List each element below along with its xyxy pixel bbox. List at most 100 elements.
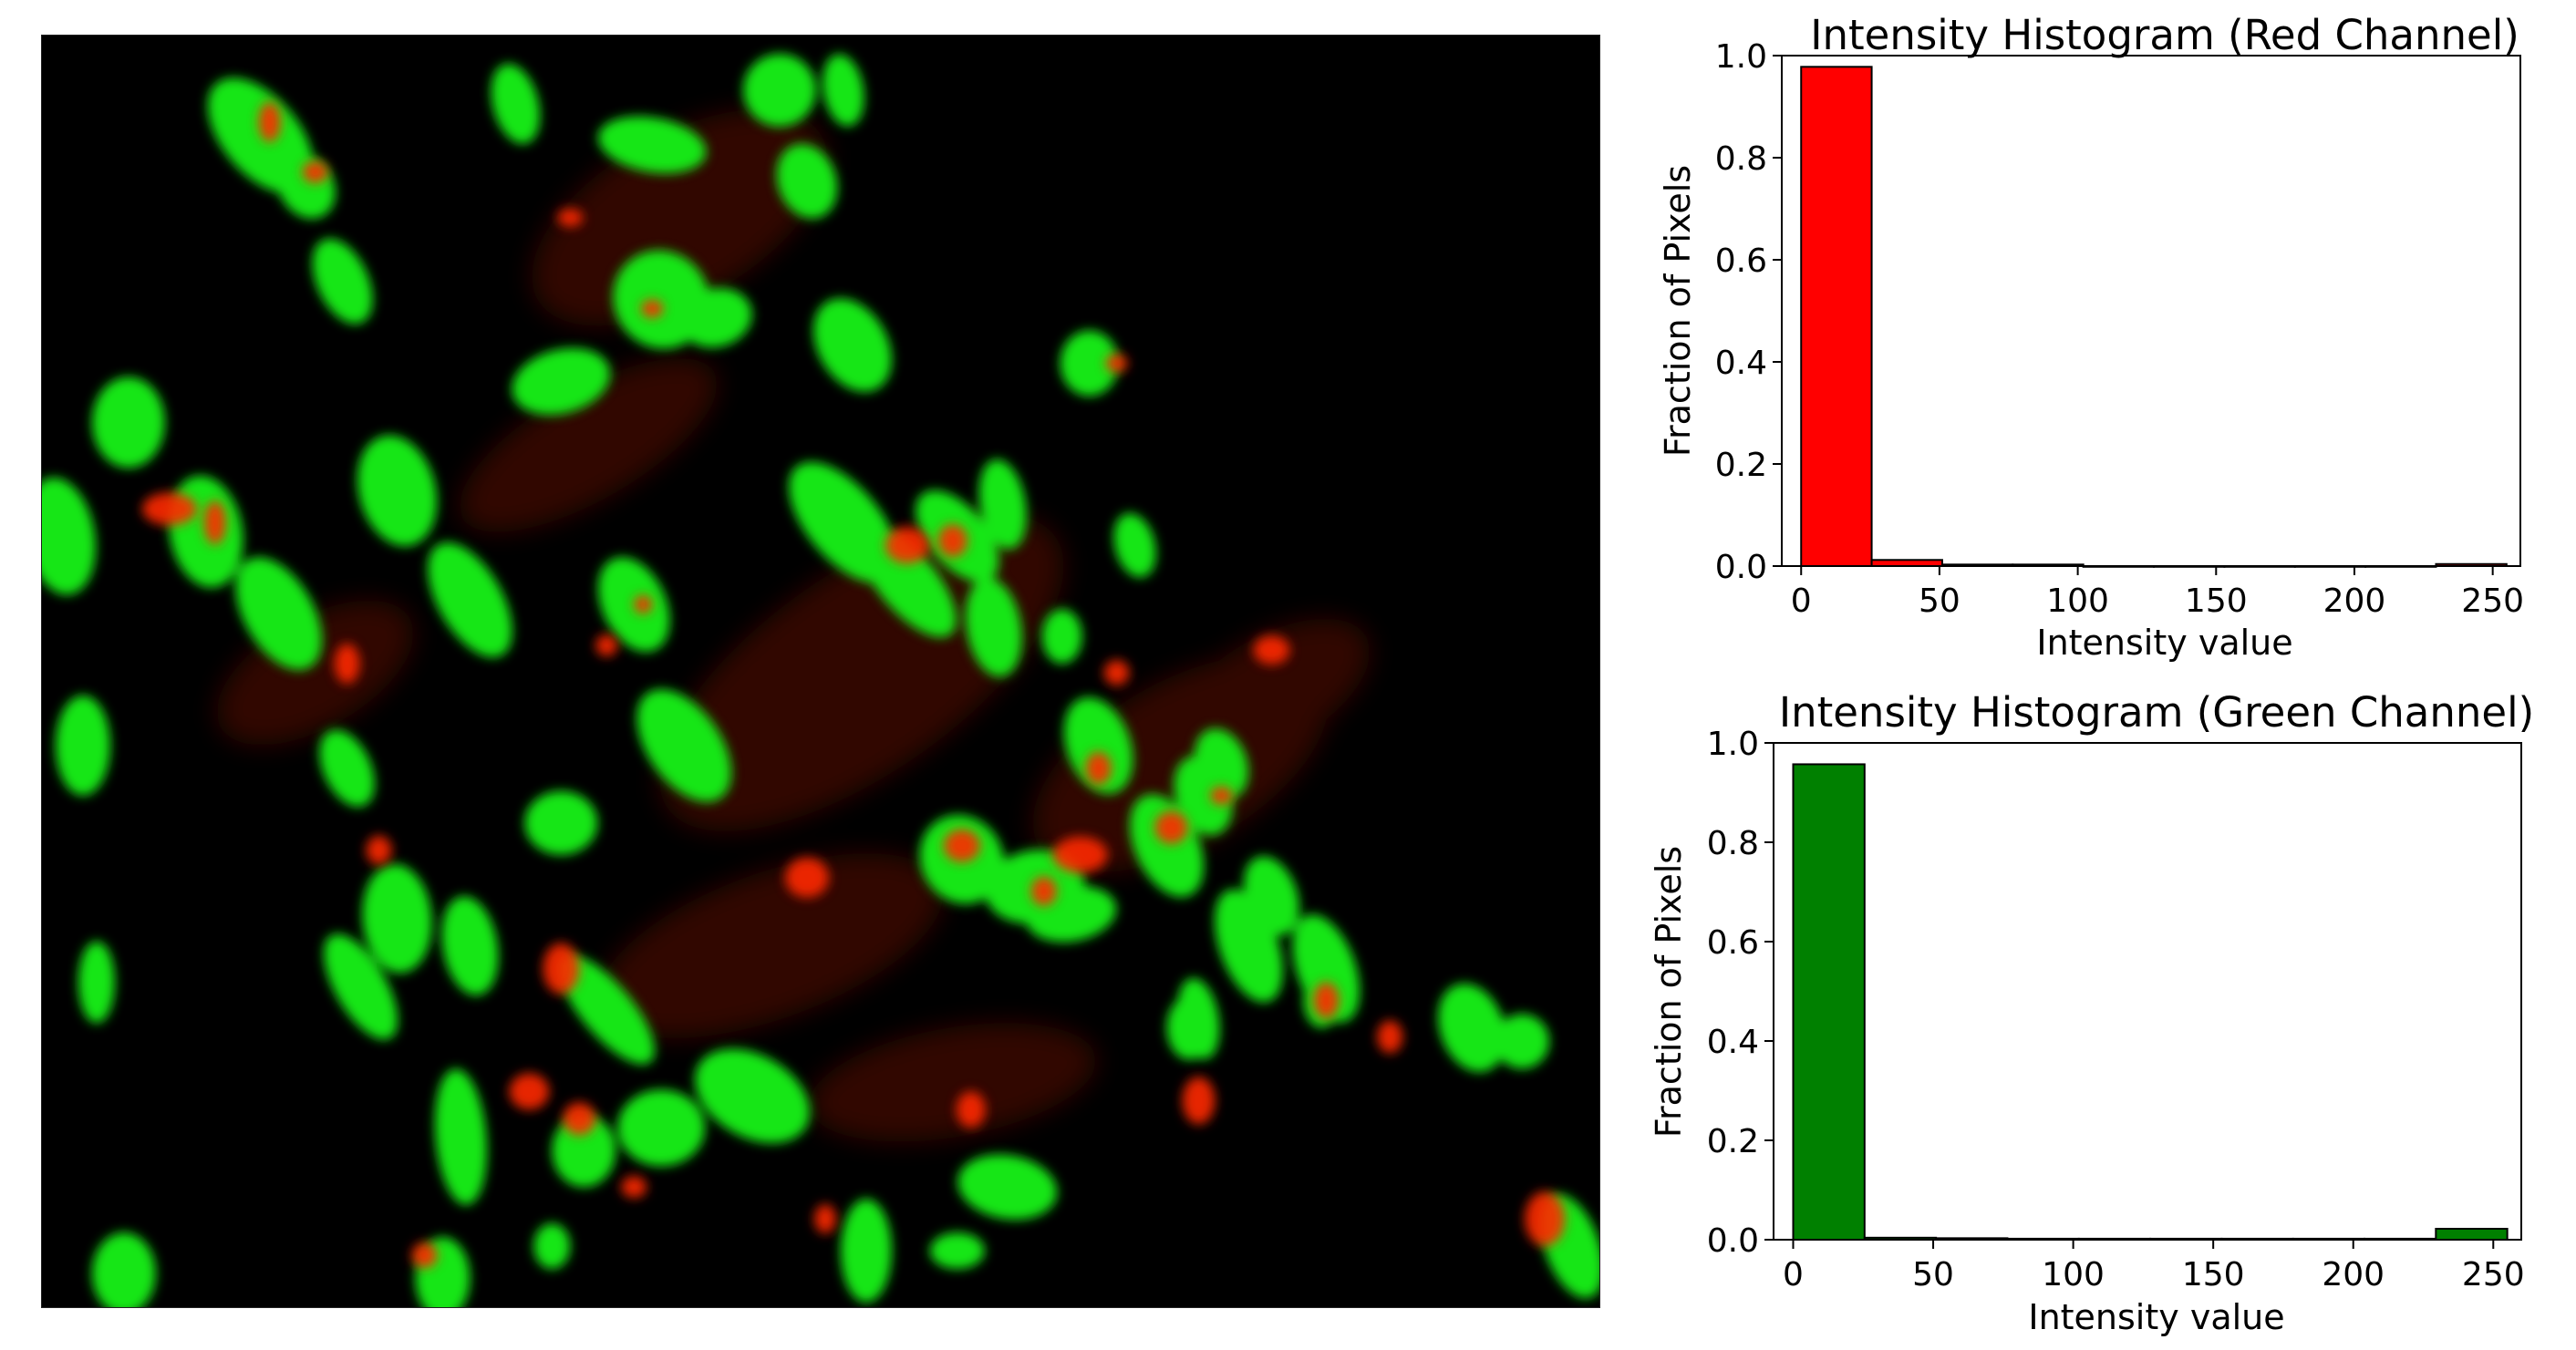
red-haze-6 — [809, 1023, 1097, 1142]
cell-blob-29 — [822, 54, 864, 127]
red-xtick-label-3: 150 — [2185, 582, 2248, 620]
cell-blob-2 — [312, 238, 373, 325]
cell-blob-27 — [512, 347, 611, 416]
x-axis-label-green: Intensity value — [2028, 1297, 2284, 1337]
red-spot-9 — [1210, 786, 1233, 805]
red-xtick-label-1: 50 — [1919, 582, 1960, 620]
red-ytick-label-2: 0.4 — [1715, 345, 1767, 382]
red-spot-8 — [1085, 751, 1112, 785]
red-spot-0 — [258, 101, 281, 142]
red-bar-0 — [1800, 66, 1873, 567]
red-spot-20 — [1182, 1077, 1216, 1125]
cell-blob-26 — [679, 288, 752, 348]
red-spot-28 — [203, 500, 226, 545]
cell-blob-59 — [1243, 856, 1299, 935]
green-histogram-bars — [1792, 763, 2509, 1242]
cell-blob-16 — [441, 896, 499, 995]
red-spot-17 — [563, 1102, 596, 1136]
cell-blob-35 — [965, 577, 1022, 677]
x-axis-label-red: Intensity value — [2036, 623, 2292, 663]
red-spot-23 — [814, 1204, 836, 1234]
red-ytick-label-1: 0.2 — [1715, 447, 1767, 484]
green-xtick-label-3: 150 — [2182, 1256, 2245, 1293]
cell-blob-24 — [597, 116, 707, 174]
green-xtick-label-2: 100 — [2042, 1256, 2105, 1293]
cell-blob-14 — [636, 689, 731, 802]
red-spot-18 — [785, 857, 829, 898]
y-axis-label-green: Fraction of Pixels — [1649, 846, 1689, 1138]
cell-blob-57 — [1194, 728, 1249, 799]
green-xtick-label-5: 250 — [2462, 1256, 2525, 1293]
red-haze-4 — [459, 358, 718, 532]
red-spot-27 — [366, 835, 392, 865]
red-ytick-label-0: 0.0 — [1715, 549, 1767, 586]
cell-blob-60 — [42, 477, 97, 595]
cell-blob-56 — [1063, 696, 1133, 794]
red-spot-24 — [411, 1242, 438, 1269]
chart-title-red: Intensity Histogram (Red Channel) — [1810, 11, 2519, 59]
red-spot-2 — [557, 208, 584, 227]
red-spot-22 — [1525, 1191, 1566, 1247]
green-ytick-label-5: 1.0 — [1707, 726, 1759, 763]
cell-blob-50 — [695, 1048, 811, 1143]
cell-blob-51 — [957, 1154, 1058, 1220]
plot-frame-green — [1773, 742, 2522, 1241]
green-ytick-label-3: 0.6 — [1707, 924, 1759, 962]
cell-blob-32 — [857, 526, 957, 638]
red-spot-25 — [595, 634, 618, 657]
red-xtick-label-4: 200 — [2323, 582, 2386, 620]
fluorescence-micrograph — [41, 35, 1600, 1308]
red-haze-5 — [1173, 618, 1371, 764]
cell-blob-11 — [91, 1232, 156, 1307]
cell-blob-52 — [929, 1232, 985, 1270]
cell-blob-18 — [434, 1068, 488, 1205]
green-bar-0 — [1792, 763, 1866, 1241]
red-spot-1 — [302, 160, 328, 183]
cell-blob-21 — [617, 1089, 706, 1167]
red-haze-7 — [216, 600, 414, 746]
red-xtick-label-2: 100 — [2046, 582, 2109, 620]
red-spot-26 — [1313, 982, 1340, 1019]
green-xtick-label-0: 0 — [1783, 1256, 1804, 1293]
cell-blob-20 — [533, 1223, 571, 1270]
cell-blob-47 — [1438, 984, 1506, 1072]
red-spot-30 — [1103, 660, 1130, 685]
red-histogram-bars — [1800, 66, 2508, 568]
red-bar-1 — [1870, 559, 1943, 568]
red-spot-32 — [621, 1176, 647, 1199]
red-spot-13 — [885, 527, 929, 564]
red-spot-4 — [1105, 354, 1128, 373]
red-xtick-label-0: 0 — [1791, 582, 1812, 620]
red-spot-31 — [1030, 876, 1057, 906]
red-ytick-label-3: 0.6 — [1715, 242, 1767, 280]
red-ytick-label-5: 1.0 — [1715, 38, 1767, 76]
red-spot-21 — [1377, 1020, 1403, 1054]
green-ytick-label-0: 0.0 — [1707, 1222, 1759, 1260]
red-haze-3 — [597, 853, 944, 1039]
cell-blob-55 — [1060, 330, 1119, 397]
cell-blob-61 — [91, 376, 165, 469]
red-spot-12 — [943, 829, 980, 862]
cell-blob-15 — [524, 790, 598, 855]
red-spot-3 — [641, 299, 664, 318]
plot-frame-red — [1781, 55, 2521, 567]
cell-blob-5 — [235, 557, 322, 670]
cell-blob-9 — [55, 695, 110, 796]
red-spot-15 — [543, 943, 580, 994]
green-ytick-label-4: 0.8 — [1707, 825, 1759, 862]
green-ytick-label-1: 0.2 — [1707, 1123, 1759, 1160]
cell-blob-23 — [491, 64, 541, 144]
cell-blob-7 — [362, 863, 432, 974]
red-xtick-label-5: 250 — [2461, 582, 2524, 620]
cell-blob-58 — [1166, 995, 1213, 1060]
cell-blob-17 — [552, 1114, 616, 1188]
y-axis-label-red: Fraction of Pixels — [1658, 165, 1698, 457]
cell-blob-28 — [743, 53, 817, 127]
cell-blob-37 — [1113, 513, 1156, 578]
cell-blob-22 — [558, 954, 655, 1065]
green-channel-histogram: Intensity Histogram (Green Channel) 0.0 0… — [1649, 688, 2534, 1337]
cell-blob-3 — [357, 435, 438, 547]
cell-blob-36 — [1041, 609, 1082, 665]
green-xtick-label-4: 200 — [2322, 1256, 2385, 1293]
